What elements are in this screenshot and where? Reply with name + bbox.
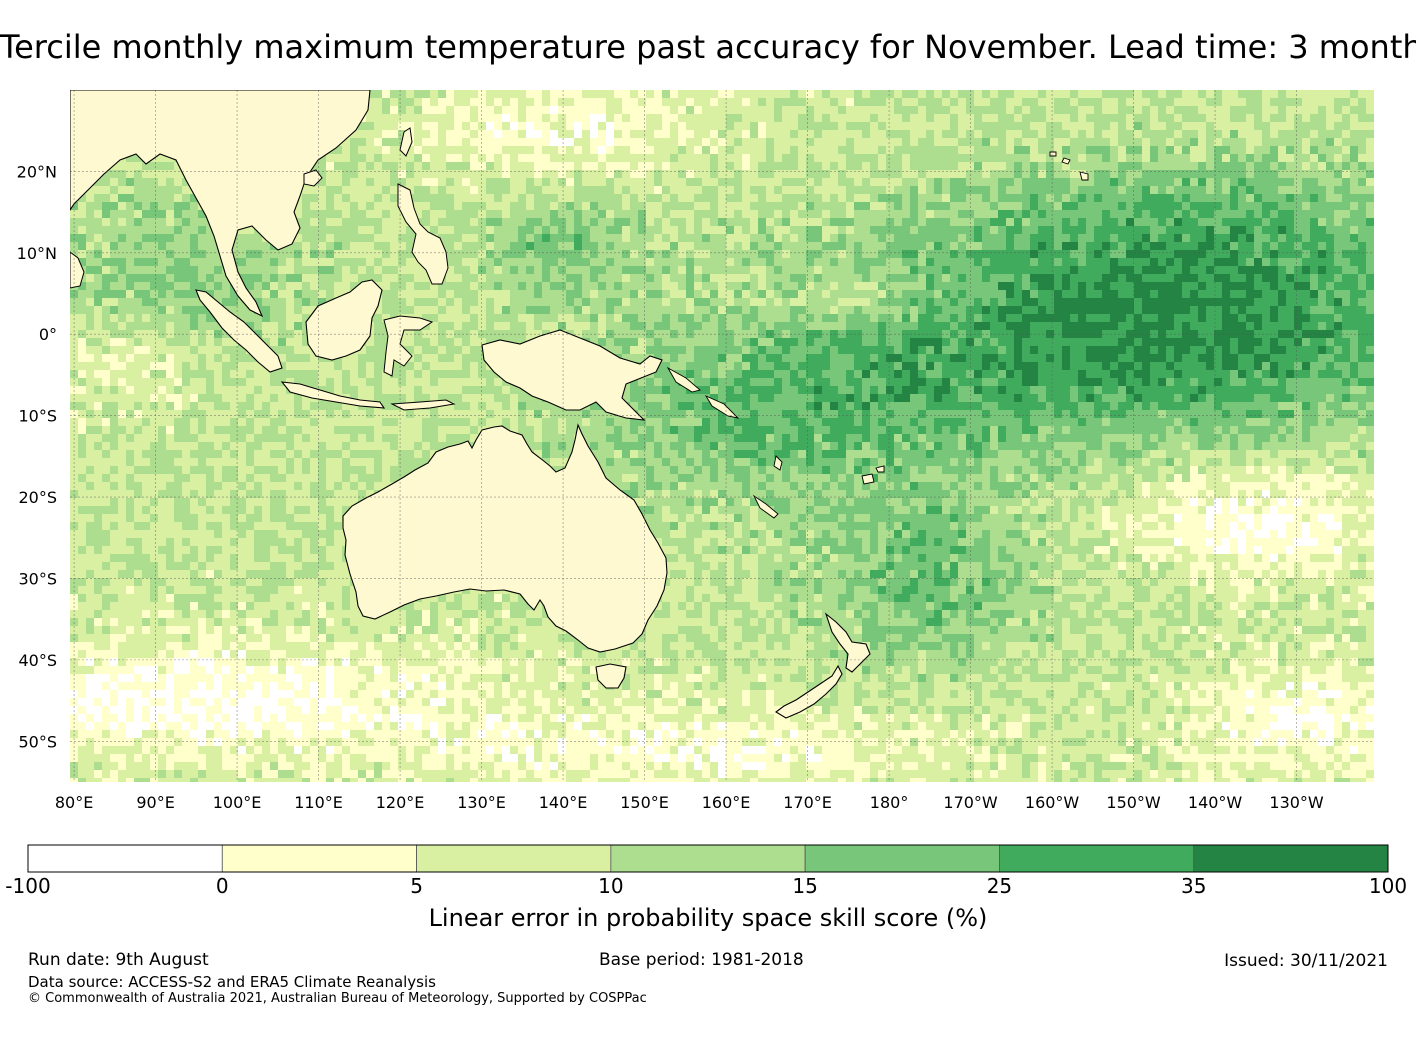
lon-label: 110°E bbox=[294, 793, 343, 812]
lon-label: 90°E bbox=[136, 793, 174, 812]
lat-label: 50°S bbox=[18, 732, 57, 751]
latitude-labels: 20°N 10°N 0° 10°S 20°S 30°S 40°S 50°S bbox=[17, 162, 57, 751]
copyright: © Commonwealth of Australia 2021, Austra… bbox=[28, 991, 647, 1006]
lat-label: 30°S bbox=[18, 569, 57, 588]
lon-label: 130°E bbox=[457, 793, 506, 812]
colorbar-segment bbox=[28, 845, 222, 872]
data-source: Data source: ACCESS-S2 and ERA5 Climate … bbox=[28, 973, 436, 991]
colorbar-tick-label: 35 bbox=[1181, 874, 1206, 898]
longitude-labels: 80°E 90°E 100°E 110°E 120°E 130°E 140°E 150°E 16… bbox=[55, 793, 1324, 812]
lon-label: 140°E bbox=[539, 793, 588, 812]
colorbar-tick-label: 5 bbox=[410, 874, 423, 898]
colorbar-tick-label: 100 bbox=[1369, 874, 1407, 898]
colorbar-segment bbox=[999, 845, 1193, 872]
lon-label: 130°W bbox=[1269, 793, 1324, 812]
lat-label: 10°S bbox=[18, 407, 57, 426]
lat-label: 20°S bbox=[18, 488, 57, 507]
colorbar-segment bbox=[1194, 845, 1388, 872]
colorbar-tick-label: 25 bbox=[987, 874, 1012, 898]
base-period: Base period: 1981-2018 bbox=[599, 950, 804, 970]
colorbar-segment bbox=[222, 845, 416, 872]
lat-label: 40°S bbox=[18, 651, 57, 670]
lat-label: 10°N bbox=[17, 244, 57, 263]
lon-label: 80°E bbox=[55, 793, 93, 812]
colorbar-tick-label: -100 bbox=[5, 874, 50, 898]
lon-label: 140°W bbox=[1188, 793, 1243, 812]
lon-label: 160°W bbox=[1025, 793, 1080, 812]
lon-label: 100°E bbox=[213, 793, 262, 812]
issued-date: Issued: 30/11/2021 bbox=[1224, 951, 1388, 971]
lon-label: 150°W bbox=[1106, 793, 1161, 812]
colorbar-label: Linear error in probability space skill … bbox=[429, 904, 988, 932]
lon-label: 150°E bbox=[620, 793, 669, 812]
colorbar-tick-label: 0 bbox=[216, 874, 229, 898]
lat-label: 0° bbox=[39, 325, 57, 344]
lon-label: 160°E bbox=[702, 793, 751, 812]
lat-label: 20°N bbox=[17, 162, 57, 181]
lon-label: 170°W bbox=[943, 793, 998, 812]
colorbar-tick-label: 15 bbox=[792, 874, 817, 898]
lon-label: 170°E bbox=[783, 793, 832, 812]
lon-label: 120°E bbox=[376, 793, 425, 812]
colorbar-segment bbox=[417, 845, 611, 872]
lon-label: 180° bbox=[870, 793, 909, 812]
run-date: Run date: 9th August bbox=[28, 950, 209, 970]
colorbar-segment bbox=[805, 845, 999, 872]
colorbar-segment bbox=[611, 845, 805, 872]
colorbar: -100 0 5 10 15 25 35 100 Linear error in probabi… bbox=[5, 845, 1407, 932]
colorbar-tick-label: 10 bbox=[598, 874, 623, 898]
